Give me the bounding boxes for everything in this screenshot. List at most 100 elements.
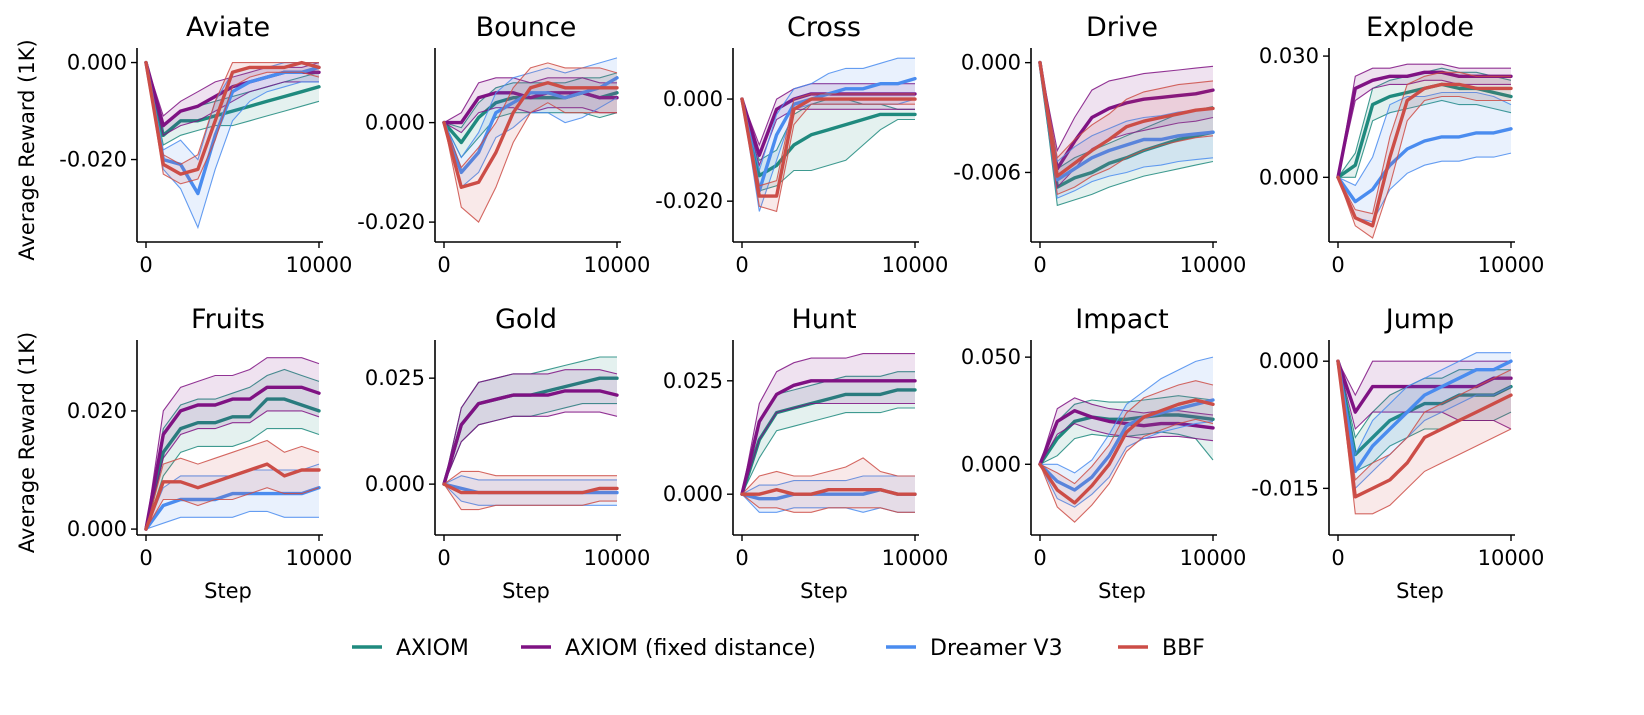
panel-title: Impact — [1075, 304, 1168, 335]
lower-bound-line — [443, 411, 618, 485]
lower-bound-line — [741, 98, 915, 192]
series-axiom-fixed-distance — [144, 357, 321, 531]
confidence-band — [146, 62, 319, 136]
upper-bound-line — [1040, 356, 1214, 474]
panel-hunt: Hunt 0.025 0.000 0 10000 Step — [663, 304, 949, 603]
legend-item-dreamer-v3: Dreamer V3 — [886, 636, 1063, 661]
upper-bound-line — [145, 62, 319, 166]
legend-item-bbf: BBF — [1118, 636, 1205, 661]
confidence-band — [146, 62, 319, 145]
x-axis-label: Step — [502, 579, 550, 603]
upper-bound-line — [1337, 352, 1511, 457]
upper-bound-line — [1337, 360, 1511, 397]
y-tick-label: -0.015 — [1251, 476, 1319, 500]
x-tick-label: 0 — [437, 253, 450, 277]
panel-aviate: Aviate 0.000 -0.020 0 10000 Average Reward (1… — [15, 12, 352, 277]
confidence-band — [742, 371, 915, 495]
legend-item-axiom: AXIOM — [352, 636, 469, 661]
upper-bound-line — [145, 368, 320, 530]
lower-bound-line — [1039, 62, 1214, 196]
upper-bound-line — [1039, 380, 1214, 485]
series-dreamer-v3 — [1038, 60, 1215, 199]
panel-jump: Jump 0.000 -0.015 0 10000 Step — [1251, 304, 1544, 603]
x-tick-label: 10000 — [882, 253, 949, 277]
confidence-band — [444, 475, 617, 506]
upper-bound-line — [741, 475, 915, 495]
panels: Aviate 0.000 -0.020 0 10000 Average Reward (1… — [15, 12, 1544, 603]
panel-drive: Drive 0.000 -0.006 0 10000 — [953, 12, 1246, 277]
confidence-band — [444, 57, 617, 188]
series-bbf — [1336, 359, 1513, 515]
x-tick-label: 0 — [139, 253, 152, 277]
legend-label: AXIOM — [396, 636, 469, 661]
x-tick-label: 10000 — [1478, 546, 1545, 570]
lower-bound-line — [1039, 62, 1214, 199]
panel-title: Explode — [1366, 12, 1474, 43]
upper-bound-line — [1337, 361, 1512, 482]
y-tick-label: 0.000 — [663, 87, 723, 111]
upper-bound-line — [1337, 91, 1512, 187]
series-dreamer-v3 — [1336, 352, 1513, 490]
y-axis-label: Average Reward (1K) — [15, 332, 39, 553]
series-bbf — [1038, 380, 1215, 523]
y-tick-label: 0.000 — [365, 111, 425, 135]
lower-bound-line — [1039, 420, 1214, 508]
legend-label: Dreamer V3 — [930, 636, 1063, 661]
upper-bound-line — [1039, 62, 1214, 159]
y-tick-label: 0.050 — [961, 345, 1021, 369]
lower-bound-line — [1337, 95, 1511, 239]
panel-title: Gold — [495, 304, 557, 335]
legend-label: AXIOM (fixed distance) — [565, 636, 816, 661]
lower-bound-line — [1337, 361, 1512, 490]
panel-title: Aviate — [186, 12, 270, 43]
upper-bound-line — [1039, 62, 1214, 153]
y-axis-label: Average Reward (1K) — [15, 39, 39, 260]
lower-bound-line — [145, 62, 320, 146]
lower-bound-line — [1039, 418, 1214, 523]
panel-bounce: Bounce 0.000 -0.020 0 10000 — [357, 12, 650, 277]
upper-bound-line — [741, 57, 915, 173]
legend: AXIOM AXIOM (fixed distance) Dreamer V3 BBF — [352, 636, 1205, 661]
y-tick-label: 0.020 — [67, 399, 127, 423]
confidence-band — [742, 58, 915, 212]
confidence-band — [1338, 361, 1511, 472]
lower-bound-line — [145, 62, 319, 137]
lower-bound-line — [741, 99, 915, 213]
y-tick-label: -0.006 — [953, 160, 1021, 184]
lower-bound-line — [145, 62, 319, 230]
confidence-band — [444, 62, 617, 223]
confidence-band — [444, 357, 617, 485]
lower-bound-line — [1039, 422, 1214, 465]
series-axiom-fixed-distance — [442, 369, 619, 486]
y-tick-label: 0.025 — [663, 369, 723, 393]
legend-label: BBF — [1162, 636, 1205, 661]
series-bbf — [442, 62, 619, 223]
confidence-band — [1338, 68, 1511, 178]
x-tick-label: 0 — [735, 546, 748, 570]
x-tick-label: 10000 — [1180, 253, 1247, 277]
lower-bound-line — [145, 62, 320, 185]
upper-bound-line — [741, 93, 915, 187]
panel-explode: Explode 0.030 0.000 0 10000 — [1259, 12, 1545, 277]
confidence-band — [1338, 352, 1511, 489]
y-tick-label: 0.000 — [961, 452, 1021, 476]
x-axis-label: Step — [800, 579, 848, 603]
upper-bound-line — [741, 353, 915, 495]
y-tick-label: -0.020 — [59, 148, 127, 172]
panel-gold: Gold 0.025 0.000 0 10000 Step — [365, 304, 651, 603]
upper-bound-line — [1337, 71, 1511, 215]
lower-bound-line — [145, 487, 320, 530]
upper-bound-line — [443, 57, 618, 159]
lower-bound-line — [1337, 79, 1511, 178]
x-tick-label: 0 — [1033, 546, 1046, 570]
upper-bound-line — [443, 470, 617, 485]
lower-bound-line — [1337, 361, 1512, 515]
series-axiom-fixed-distance — [740, 353, 917, 496]
upper-bound-line — [1337, 63, 1511, 178]
y-tick-label: 0.000 — [67, 51, 127, 75]
x-tick-label: 10000 — [584, 546, 651, 570]
confidence-band — [444, 369, 617, 485]
confidence-band — [146, 440, 319, 530]
series-bbf — [740, 457, 917, 513]
lower-bound-line — [1337, 152, 1512, 223]
